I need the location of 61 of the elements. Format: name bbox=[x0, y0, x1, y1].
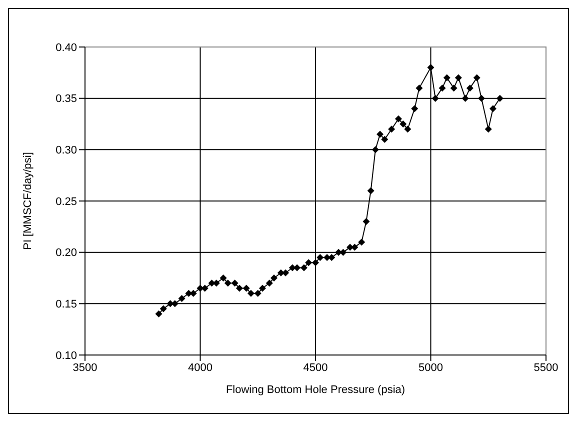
point bbox=[282, 269, 290, 276]
x-tick-label: 3500 bbox=[72, 362, 98, 374]
point bbox=[155, 310, 162, 318]
point bbox=[376, 130, 384, 138]
point bbox=[432, 94, 439, 102]
point bbox=[404, 126, 412, 133]
point bbox=[427, 64, 434, 72]
point bbox=[266, 280, 273, 287]
point bbox=[454, 74, 462, 82]
point bbox=[358, 238, 366, 246]
point bbox=[312, 259, 319, 266]
x-tick-label: 5000 bbox=[418, 362, 443, 374]
point bbox=[489, 105, 496, 112]
point bbox=[258, 284, 266, 292]
point bbox=[438, 84, 446, 92]
point bbox=[381, 136, 388, 143]
x-tick-label: 4500 bbox=[303, 362, 328, 374]
point bbox=[478, 94, 485, 102]
point bbox=[484, 126, 492, 133]
point bbox=[351, 244, 358, 251]
point bbox=[340, 248, 347, 256]
point bbox=[254, 290, 262, 297]
point bbox=[443, 74, 450, 82]
point bbox=[316, 254, 324, 261]
point bbox=[411, 105, 418, 112]
point bbox=[416, 84, 423, 92]
point bbox=[160, 305, 167, 312]
point bbox=[496, 94, 504, 102]
y-tick-label: 0.30 bbox=[56, 144, 77, 157]
y-tick-label: 0.15 bbox=[56, 298, 77, 311]
y-tick-label: 0.25 bbox=[56, 196, 77, 208]
point bbox=[270, 274, 278, 282]
y-tick-label: 0.35 bbox=[56, 93, 77, 106]
y-tick-label: 0.10 bbox=[56, 350, 77, 362]
point bbox=[372, 146, 379, 154]
point bbox=[466, 84, 474, 92]
point bbox=[224, 280, 232, 287]
point bbox=[367, 187, 374, 194]
point bbox=[462, 94, 469, 102]
point bbox=[305, 259, 312, 266]
point bbox=[220, 274, 227, 282]
point bbox=[242, 284, 250, 292]
point bbox=[362, 218, 370, 226]
point bbox=[450, 84, 458, 92]
point bbox=[300, 264, 308, 272]
x-tick-label: 5500 bbox=[534, 362, 558, 374]
y-axis-title: PI [MMSCF/day/psi] bbox=[22, 152, 34, 250]
y-tick-label: 0.40 bbox=[56, 42, 77, 54]
point bbox=[247, 290, 254, 297]
point bbox=[388, 126, 396, 133]
x-tick-label: 4000 bbox=[188, 362, 212, 374]
point bbox=[473, 74, 480, 82]
point bbox=[400, 120, 407, 128]
point bbox=[328, 254, 336, 261]
point bbox=[394, 115, 402, 122]
point bbox=[178, 295, 186, 302]
point bbox=[294, 264, 301, 272]
y-tick-label: 0.20 bbox=[56, 247, 77, 260]
point bbox=[231, 280, 238, 287]
point bbox=[236, 284, 243, 292]
x-axis-title: Flowing Bottom Hole Pressure (psia) bbox=[226, 384, 406, 396]
